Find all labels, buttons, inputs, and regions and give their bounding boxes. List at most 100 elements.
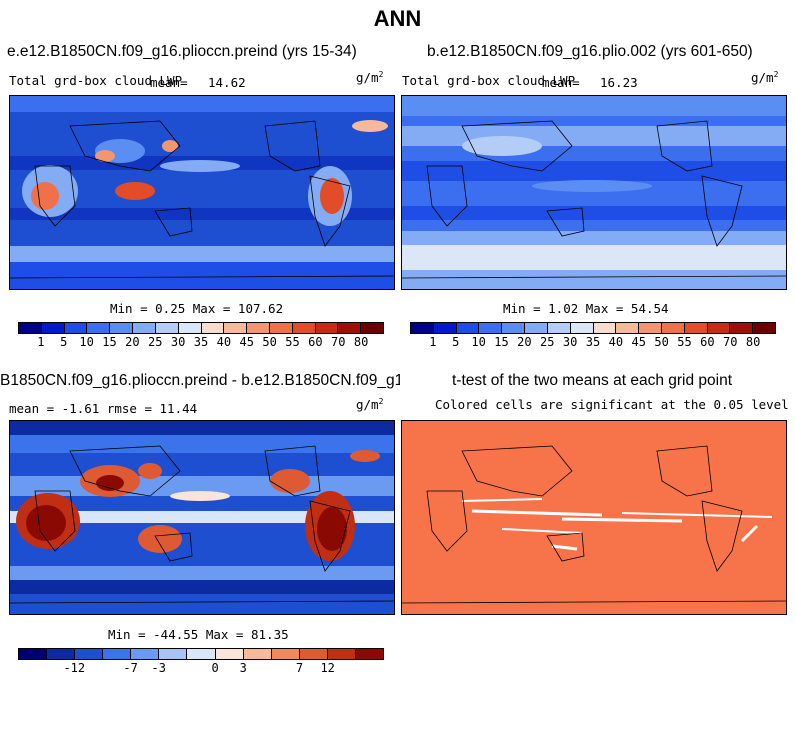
colorbar-tick-label: 80 xyxy=(745,335,761,349)
colorbar-tick-label: -3 xyxy=(151,661,166,675)
colorbar-swatch xyxy=(502,323,526,333)
colorbar-swatch xyxy=(616,323,640,333)
panel3-colorbar-labels: -12 -7 -3 0 3 7 12 xyxy=(18,661,386,675)
colorbar-tick-label: 15 xyxy=(494,335,509,349)
colorbar-swatch xyxy=(75,649,104,659)
colorbar-tick-label: 70 xyxy=(723,335,738,349)
panel1-colorbar-labels: 1 5 10 15 20 25 30 35 40 45 50 55 60 70 80 xyxy=(18,335,386,349)
colorbar-tick-label: 1 xyxy=(37,335,45,349)
colorbar-tick-label: 60 xyxy=(308,335,323,349)
colorbar-tick-label: 70 xyxy=(331,335,346,349)
colorbar-tick-label: 10 xyxy=(79,335,94,349)
panel4-map xyxy=(401,420,787,615)
colorbar-swatch xyxy=(64,323,88,333)
colorbar-swatch xyxy=(19,323,42,333)
colorbar-swatch xyxy=(456,323,480,333)
colorbar-tick-label: 7 xyxy=(295,661,304,675)
colorbar-swatch xyxy=(684,323,708,333)
colorbar-swatch xyxy=(224,323,248,333)
colorbar-swatch xyxy=(411,323,434,333)
colorbar-tick-label: 35 xyxy=(585,335,601,349)
colorbar-swatch xyxy=(338,323,362,333)
colorbar-tick-label: 40 xyxy=(216,335,232,349)
colorbar-tick-label: 5 xyxy=(60,335,68,349)
panel2-min-max: Min = 1.02 Max = 54.54 xyxy=(503,301,669,316)
colorbar-swatch xyxy=(730,323,754,333)
colorbar-swatch xyxy=(41,323,65,333)
colorbar-swatch xyxy=(361,323,383,333)
colorbar-swatch xyxy=(187,649,216,659)
panel1-mean-value: 14.62 xyxy=(208,75,246,90)
colorbar-swatch xyxy=(247,323,270,333)
panel3-map xyxy=(9,420,395,615)
colorbar-swatch xyxy=(215,649,244,659)
significance-fill xyxy=(402,421,786,614)
panel3-units: g/m2 xyxy=(356,397,384,413)
panel2-title: b.e12.B1850CN.f09_g16.plio.002 (yrs 601-… xyxy=(427,43,753,60)
colorbar-swatch xyxy=(593,323,617,333)
panel2-colorbar xyxy=(410,322,776,334)
panel1-colorbar xyxy=(18,322,384,334)
colorbar-swatch xyxy=(133,323,156,333)
colorbar-tick-label: 80 xyxy=(353,335,369,349)
colorbar-swatch xyxy=(243,649,272,659)
colorbar-swatch xyxy=(570,323,594,333)
colorbar-tick-label: 20 xyxy=(125,335,140,349)
colorbar-swatch xyxy=(479,323,503,333)
panel2-variable: Total grd-box cloud LWP xyxy=(402,73,576,88)
panel2-units: g/m2 xyxy=(751,70,779,86)
panel2-colorbar-labels: 1 5 10 15 20 25 30 35 40 45 50 55 60 70 80 xyxy=(410,335,778,349)
colorbar-swatch xyxy=(525,323,548,333)
panel4-subtitle: Colored cells are significant at the 0.0… xyxy=(435,397,789,412)
panel3-min-max: Min = -44.55 Max = 81.35 xyxy=(108,627,289,642)
colorbar-swatch xyxy=(131,649,160,659)
colorbar-swatch xyxy=(661,323,685,333)
colorbar-swatch xyxy=(327,649,356,659)
colorbar-swatch xyxy=(271,649,300,659)
panel2-map xyxy=(401,95,787,290)
colorbar-tick-label: 35 xyxy=(193,335,209,349)
colorbar-swatch xyxy=(47,649,76,659)
panel2-mean-label: mean= xyxy=(542,75,580,90)
colorbar-tick-label: 12 xyxy=(320,661,335,675)
colorbar-swatch xyxy=(19,649,48,659)
panel1-variable: Total grd-box cloud LWP xyxy=(9,73,183,88)
colorbar-abs-2 xyxy=(410,322,776,334)
panel3-title: B1850CN.f09_g16.plioccn.preind - b.e12.B… xyxy=(0,372,400,389)
colorbar-tick-label: 55 xyxy=(677,335,692,349)
colorbar-swatch xyxy=(299,649,328,659)
panel2-mean-value: 16.23 xyxy=(600,75,638,90)
colorbar-swatch xyxy=(110,323,134,333)
colorbar-tick-label: -7 xyxy=(123,661,138,675)
colorbar-tick-label: 1 xyxy=(429,335,437,349)
colorbar-tick-label: 25 xyxy=(148,335,163,349)
colorbar-tick-label: 20 xyxy=(517,335,532,349)
colorbar-swatch xyxy=(178,323,202,333)
colorbar-tick-label: 0 xyxy=(211,661,219,675)
colorbar-swatch xyxy=(103,649,132,659)
colorbar-swatch xyxy=(201,323,225,333)
panel3-stats: mean = -1.61 rmse = 11.44 xyxy=(9,401,198,416)
panel1-map xyxy=(9,95,395,290)
panel1-title: e.e12.B1850CN.f09_g16.plioccn.preind (yr… xyxy=(7,43,357,60)
colorbar-swatch xyxy=(355,649,384,659)
colorbar-swatch xyxy=(753,323,775,333)
colorbar-swatch xyxy=(292,323,316,333)
colorbar-swatch xyxy=(315,323,339,333)
colorbar-tick-label: 60 xyxy=(700,335,715,349)
colorbar-tick-label: 3 xyxy=(239,661,247,675)
colorbar-diff xyxy=(18,648,384,660)
colorbar-tick-label: -12 xyxy=(63,661,86,675)
colorbar-swatch xyxy=(87,323,111,333)
colorbar-swatch xyxy=(547,323,571,333)
colorbar-abs-1 xyxy=(18,322,384,334)
colorbar-tick-label: 15 xyxy=(102,335,117,349)
colorbar-swatch xyxy=(159,649,188,659)
panel1-min-max: Min = 0.25 Max = 107.62 xyxy=(110,301,284,316)
colorbar-swatch xyxy=(639,323,662,333)
panel1-units: g/m2 xyxy=(356,70,384,86)
colorbar-tick-label: 40 xyxy=(608,335,624,349)
colorbar-tick-label: 10 xyxy=(471,335,486,349)
colorbar-swatch xyxy=(707,323,731,333)
colorbar-tick-label: 50 xyxy=(262,335,277,349)
